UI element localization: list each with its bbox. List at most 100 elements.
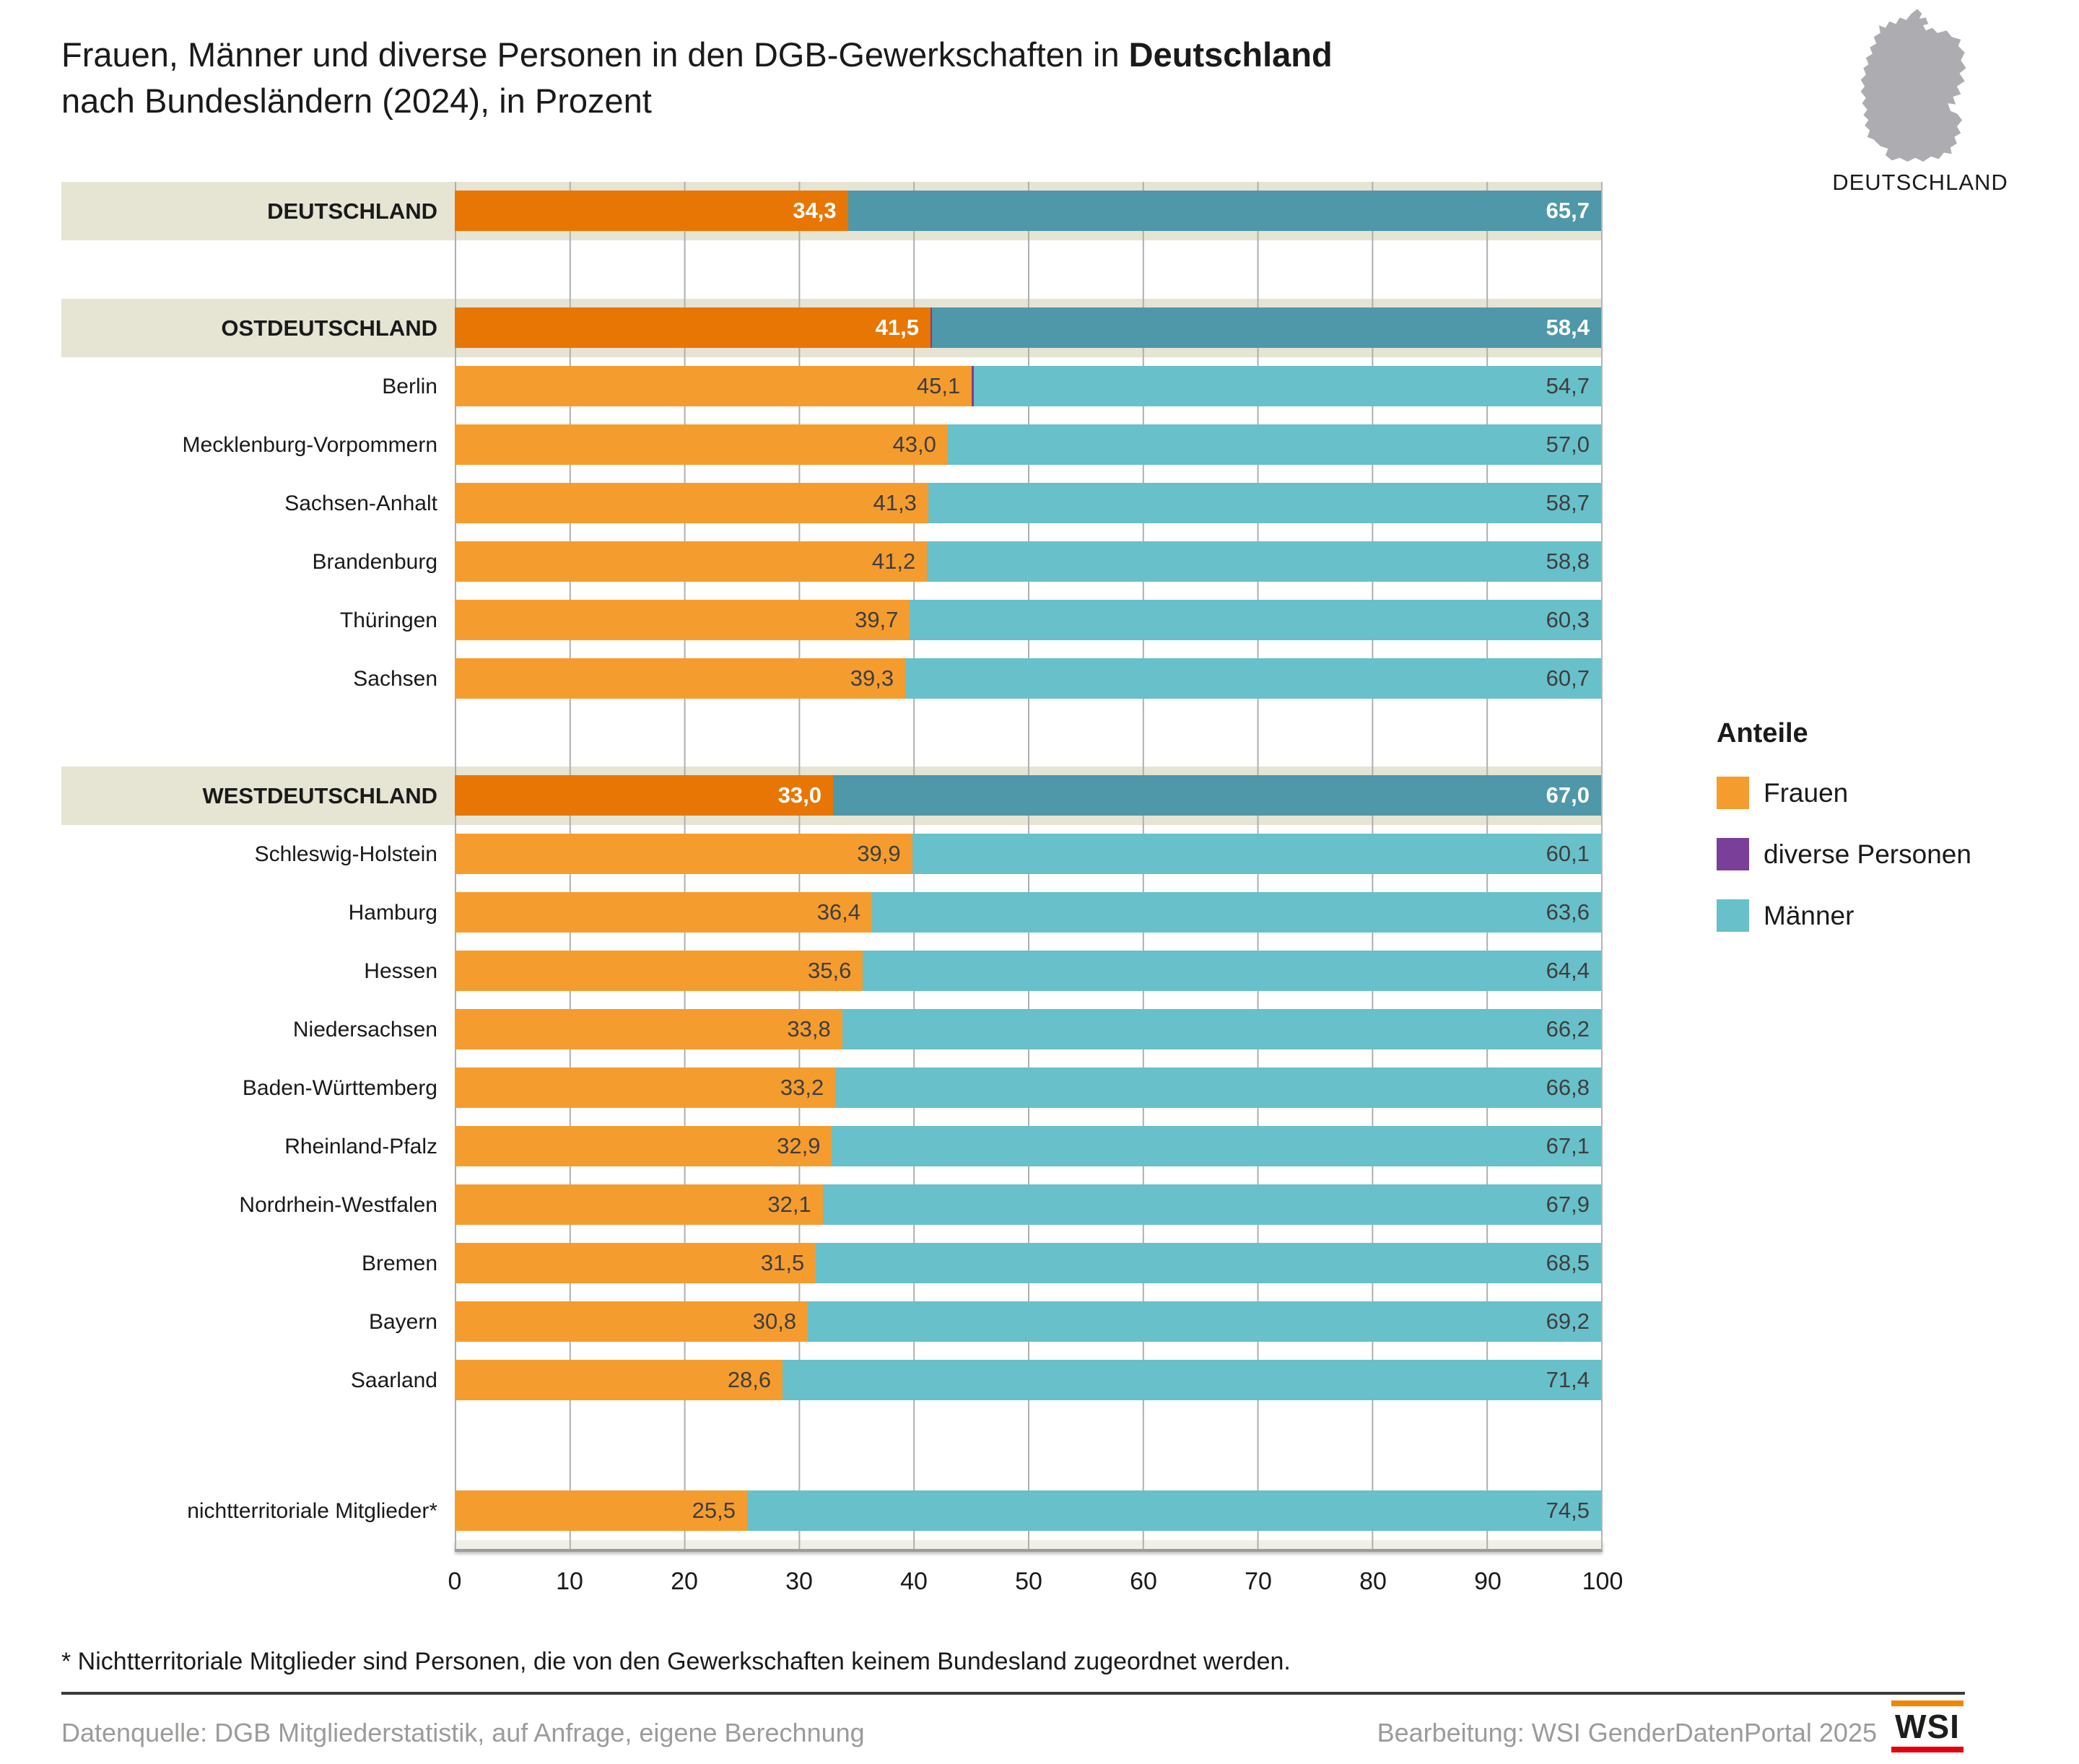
frauen-value-label: 39,9: [857, 841, 901, 866]
maenner-value-label: 68,5: [1546, 1250, 1590, 1275]
x-axis-tick-label: 50: [1015, 1568, 1042, 1595]
row-label: Bayern: [368, 1309, 437, 1334]
row-plot: [455, 708, 1603, 767]
chart-row: nichtterritoriale Mitglieder* 25,5 74,5: [61, 1482, 1603, 1540]
bar-segment-frauen: 39,7: [455, 600, 910, 640]
chart-row: WESTDEUTSCHLAND 33,0 67,0: [61, 767, 1603, 825]
maenner-value-label: 65,7: [1546, 198, 1590, 223]
bar-segment-frauen: 41,2: [455, 541, 928, 582]
chart-row: Rheinland-Pfalz 32,9 67,1: [61, 1117, 1603, 1176]
row-plot: 33,0 67,0: [455, 767, 1603, 825]
bar-segment-frauen: 35,6: [455, 951, 863, 991]
row-label: Mecklenburg-Vorpommern: [182, 432, 437, 457]
chart-row: Brandenburg 41,2 58,8: [61, 533, 1603, 591]
stacked-bar: 33,0 67,0: [455, 775, 1601, 816]
maenner-value-label: 67,0: [1546, 782, 1590, 808]
title-line1-prefix: Frauen, Männer und diverse Personen in d…: [61, 35, 1129, 74]
bar-segment-frauen: 34,3: [455, 191, 848, 231]
chart-row: Berlin 45,1 54,7: [61, 357, 1603, 416]
footnote: * Nichtterritoriale Mitglieder sind Pers…: [61, 1648, 1291, 1675]
bar-segment-maenner: 69,2: [808, 1301, 1601, 1342]
frauen-value-label: 30,8: [752, 1309, 797, 1334]
bar-segment-frauen: 33,0: [455, 775, 834, 816]
bar-segment-maenner: 58,4: [931, 307, 1601, 348]
row-label: [61, 708, 455, 767]
bar-segment-diverse: [972, 366, 975, 406]
stacked-bar: 39,9 60,1: [455, 834, 1601, 874]
x-axis-tick-label: 30: [785, 1568, 813, 1595]
bar-segment-maenner: 66,8: [835, 1067, 1601, 1108]
row-label: Nordrhein-Westfalen: [239, 1192, 437, 1217]
stacked-bar-chart: DEUTSCHLAND 34,3 65,7 OSTDEUTSCHLAND 41,5 58,…: [61, 182, 1623, 1604]
stacked-bar: 31,5 68,5: [455, 1243, 1601, 1283]
bar-segment-frauen: 45,1: [455, 366, 972, 406]
stacked-bar: 41,5 58,4: [455, 307, 1601, 348]
bar-segment-maenner: 58,8: [927, 541, 1601, 582]
maenner-value-label: 71,4: [1546, 1367, 1590, 1392]
row-plot: 25,5 74,5: [455, 1482, 1603, 1540]
chart-row: Bremen 31,5 68,5: [61, 1234, 1603, 1293]
x-axis-tick-label: 60: [1130, 1568, 1157, 1595]
germany-map-box: DEUTSCHLAND: [1819, 6, 2021, 196]
row-label: Schleswig-Holstein: [254, 842, 437, 866]
row-label: OSTDEUTSCHLAND: [221, 315, 437, 341]
footer-source: Datenquelle: DGB Mitgliederstatistik, au…: [61, 1718, 865, 1747]
row-plot: 30,8 69,2: [455, 1293, 1603, 1351]
legend-label-frauen: Frauen: [1764, 777, 1849, 808]
row-plot: [455, 1410, 1603, 1482]
row-label: Sachsen-Anhalt: [284, 491, 437, 515]
stacked-bar: 33,2 66,8: [455, 1067, 1601, 1108]
bar-segment-maenner: 58,7: [928, 483, 1601, 523]
stacked-bar: 36,4 63,6: [455, 892, 1601, 933]
row-plot: [455, 240, 1603, 299]
chart-row: Schleswig-Holstein 39,9 60,1: [61, 825, 1603, 883]
bar-segment-frauen: 32,1: [455, 1184, 823, 1225]
maenner-value-label: 60,1: [1546, 841, 1590, 866]
stacked-bar: 41,3 58,7: [455, 483, 1601, 523]
stacked-bar: 41,2 58,8: [455, 541, 1601, 582]
frauen-value-label: 39,3: [850, 665, 894, 691]
bar-segment-frauen: 39,9: [455, 834, 912, 874]
row-plot: 33,2 66,8: [455, 1059, 1603, 1117]
bar-segment-maenner: 67,0: [833, 775, 1601, 816]
stacked-bar: 35,6 64,4: [455, 951, 1601, 991]
maenner-value-label: 63,6: [1546, 899, 1590, 925]
bar-segment-frauen: 25,5: [455, 1490, 747, 1531]
bar-segment-maenner: 67,9: [822, 1184, 1601, 1225]
frauen-value-label: 34,3: [793, 198, 837, 223]
x-axis-tick-label: 10: [556, 1568, 583, 1595]
page-title: Frauen, Männer und diverse Personen in d…: [61, 32, 1333, 124]
diverse-swatch-icon: [1717, 838, 1749, 870]
chart-row: Niedersachsen 33,8 66,2: [61, 1000, 1603, 1059]
row-plot: 35,6 64,4: [455, 942, 1603, 1000]
row-plot: 41,3 58,7: [455, 474, 1603, 533]
row-label: Brandenburg: [312, 549, 437, 574]
maenner-swatch-icon: [1717, 899, 1749, 932]
stacked-bar: 39,3 60,7: [455, 658, 1601, 699]
stacked-bar: 34,3 65,7: [455, 191, 1601, 231]
frauen-value-label: 35,6: [807, 958, 852, 983]
maenner-value-label: 69,2: [1546, 1309, 1590, 1334]
bar-segment-frauen: 39,3: [455, 658, 906, 699]
wsi-logo-orange-bar: [1891, 1700, 1964, 1706]
frauen-value-label: 36,4: [816, 899, 861, 925]
legend-item-maenner: Männer: [1717, 899, 2049, 932]
row-label: Berlin: [382, 374, 437, 398]
chart-row: Thüringen 39,7 60,3: [61, 591, 1603, 650]
row-plot: 39,9 60,1: [455, 825, 1603, 883]
frauen-value-label: 41,5: [875, 315, 920, 340]
frauen-swatch-icon: [1717, 777, 1749, 809]
bar-segment-frauen: 36,4: [455, 892, 873, 933]
row-plot: 39,7 60,3: [455, 591, 1603, 650]
bar-segment-maenner: 57,0: [947, 424, 1601, 465]
chart-row: Sachsen-Anhalt 41,3 58,7: [61, 474, 1603, 533]
chart-row: Nordrhein-Westfalen 32,1 67,9: [61, 1176, 1603, 1234]
frauen-value-label: 33,2: [780, 1075, 824, 1100]
row-plot: 43,0 57,0: [455, 416, 1603, 474]
bar-segment-maenner: 64,4: [863, 951, 1601, 991]
row-label: [61, 1410, 455, 1482]
footer-credit: Bearbeitung: WSI GenderDatenPortal 2025: [1377, 1718, 1877, 1747]
row-plot: 34,3 65,7: [455, 182, 1603, 240]
row-label: [61, 240, 455, 299]
